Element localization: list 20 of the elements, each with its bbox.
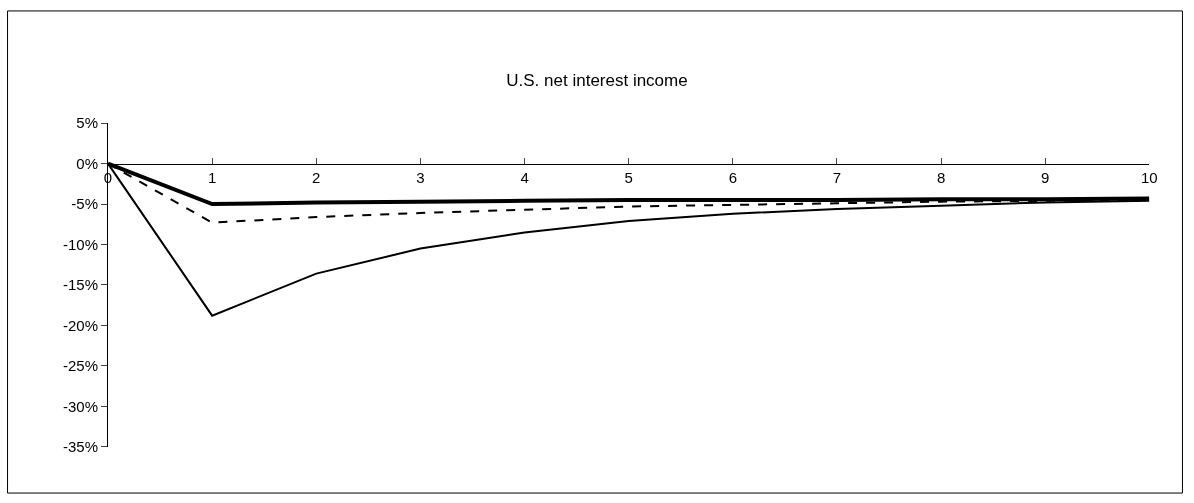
y-tick-label: 5% — [76, 114, 99, 132]
x-tick-label: 4 — [520, 168, 529, 186]
x-tick-label: 7 — [832, 168, 842, 186]
y-tick-label: -5% — [71, 195, 99, 213]
y-tick-label: -25% — [62, 357, 99, 375]
y-tick-label: -35% — [62, 437, 99, 455]
x-tick-label: 1 — [207, 168, 217, 186]
x-tick-label: 6 — [728, 168, 737, 186]
y-tick-label: -15% — [62, 276, 99, 294]
x-tick-label: 8 — [936, 168, 946, 186]
y-tick-label: -20% — [62, 316, 99, 334]
chart-title: U.S. net interest income — [506, 71, 688, 91]
y-tick-label: -30% — [62, 397, 99, 415]
y-tick-label: -10% — [62, 235, 99, 253]
x-tick-label: 2 — [312, 168, 321, 186]
x-tick-label: 5 — [624, 168, 633, 186]
y-tick-label: 0% — [76, 154, 99, 172]
x-tick-label: 9 — [1041, 168, 1050, 186]
x-tick-label: 10 — [1141, 168, 1158, 186]
x-tick-label: 3 — [416, 168, 425, 186]
